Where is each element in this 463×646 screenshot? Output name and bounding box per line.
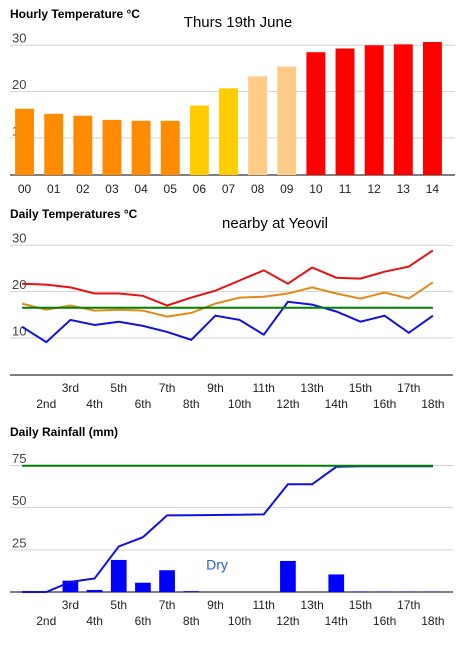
x-tick-label: 11th	[253, 381, 275, 395]
x-tick-label: 04	[134, 182, 148, 196]
bar	[110, 559, 127, 592]
x-tick-label: 14th	[325, 614, 348, 628]
x-tick-label: 17th	[397, 381, 420, 395]
x-tick-label: 6th	[135, 614, 152, 628]
y-tick-label: 75	[12, 451, 26, 466]
bar	[352, 591, 369, 592]
x-tick-label: 2nd	[36, 397, 56, 411]
x-tick-label: 18th	[421, 614, 444, 628]
annotation: Dry	[206, 557, 228, 573]
x-tick-label: 18th	[421, 397, 444, 411]
x-tick-label: 03	[105, 182, 119, 196]
bar	[73, 115, 93, 175]
bar	[131, 120, 151, 175]
x-tick-label: 05	[164, 182, 178, 196]
chart-title: Daily Temperatures °C	[10, 207, 138, 221]
x-tick-label: 4th	[86, 397, 103, 411]
x-tick-label: 09	[280, 182, 294, 196]
bar	[219, 88, 238, 175]
bar	[86, 589, 103, 592]
x-tick-label: 14	[426, 182, 440, 196]
x-tick-label: 17th	[397, 598, 420, 612]
x-tick-label: 15th	[349, 381, 372, 395]
y-tick-label: 20	[12, 77, 26, 92]
bar	[44, 113, 64, 175]
line-series	[22, 249, 434, 307]
bar	[280, 560, 296, 592]
bar	[248, 76, 268, 175]
x-tick-label: 4th	[86, 614, 103, 628]
bar	[335, 48, 355, 176]
bar	[328, 574, 345, 592]
x-tick-label: 07	[222, 182, 236, 196]
bar	[159, 570, 175, 592]
x-tick-label: 12th	[276, 397, 299, 411]
x-tick-label: 01	[47, 182, 61, 196]
y-tick-label: 10	[12, 323, 26, 338]
x-tick-label: 9th	[207, 381, 224, 395]
bar	[62, 580, 79, 592]
x-tick-label: 00	[18, 182, 32, 196]
x-tick-label: 6th	[135, 397, 152, 411]
x-tick-label: 2nd	[36, 614, 56, 628]
x-tick-label: 7th	[159, 381, 176, 395]
bar	[183, 591, 200, 592]
x-tick-label: 10th	[228, 397, 251, 411]
x-tick-label: 16th	[373, 614, 396, 628]
x-tick-label: 08	[251, 182, 265, 196]
bar	[160, 120, 180, 175]
chart-title: Daily Rainfall (mm)	[10, 425, 118, 439]
bar	[306, 52, 326, 175]
x-tick-label: 3rd	[62, 598, 79, 612]
x-tick-label: 14th	[325, 397, 348, 411]
bar	[393, 44, 413, 176]
y-tick-label: 30	[12, 31, 26, 46]
x-tick-label: 8th	[183, 397, 200, 411]
x-tick-label: 11th	[253, 598, 275, 612]
line-series	[22, 465, 433, 593]
chart-subtitle: nearby at Yeovil	[222, 215, 328, 232]
x-tick-label: 13th	[300, 381, 323, 395]
y-tick-label: 30	[12, 231, 26, 246]
x-tick-label: 02	[76, 182, 90, 196]
x-tick-label: 13th	[300, 598, 323, 612]
bar	[364, 45, 384, 176]
line-series	[21, 281, 434, 318]
x-tick-label: 5th	[110, 598, 127, 612]
x-tick-label: 8th	[183, 614, 200, 628]
y-tick-label: 20	[12, 277, 26, 292]
x-tick-label: 3rd	[62, 381, 79, 395]
y-tick-label: 50	[12, 493, 26, 508]
x-tick-label: 06	[193, 182, 207, 196]
bar	[422, 42, 442, 176]
x-tick-label: 12	[367, 182, 381, 196]
chart-subtitle: Thurs 19th June	[184, 14, 292, 31]
y-tick-label: 25	[12, 535, 26, 550]
chart-title: Hourly Temperature °C	[10, 7, 140, 21]
x-tick-label: 10th	[228, 614, 251, 628]
line-series	[21, 300, 434, 344]
x-tick-label: 7th	[159, 598, 176, 612]
x-tick-label: 12th	[276, 614, 299, 628]
bar	[189, 105, 209, 175]
bar	[102, 119, 122, 175]
x-tick-label: 5th	[110, 381, 127, 395]
bar	[277, 66, 297, 175]
x-tick-label: 10	[309, 182, 323, 196]
x-tick-label: 16th	[373, 397, 396, 411]
bar	[135, 582, 151, 592]
x-tick-label: 15th	[349, 598, 372, 612]
x-tick-label: 9th	[207, 598, 224, 612]
bar	[15, 108, 35, 175]
x-tick-label: 13	[397, 182, 411, 196]
x-tick-label: 11	[339, 182, 352, 196]
